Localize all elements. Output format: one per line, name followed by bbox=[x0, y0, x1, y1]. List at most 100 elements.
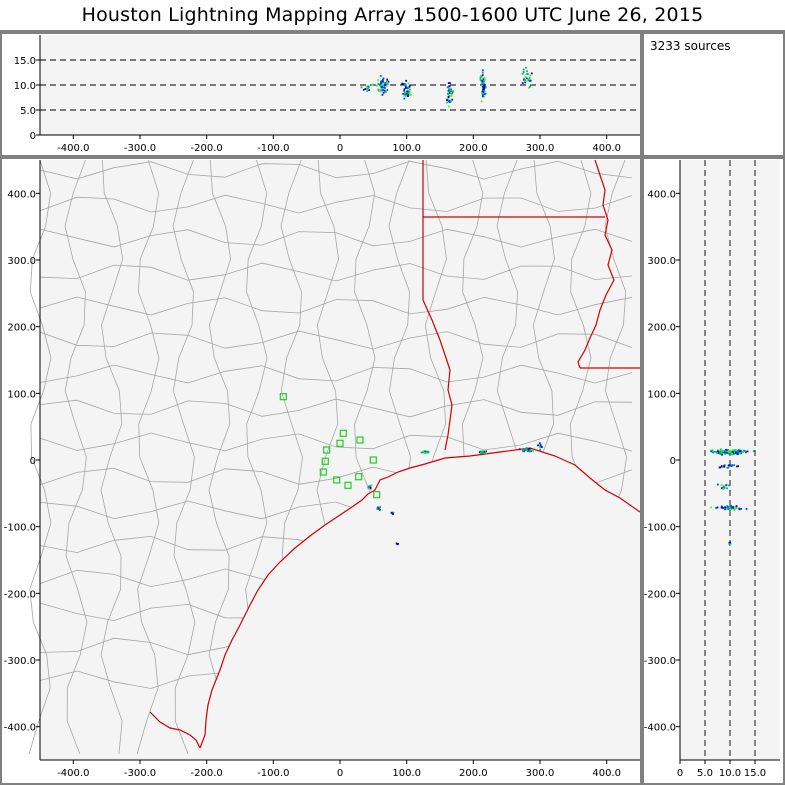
altitude-ew-source-point bbox=[482, 92, 485, 95]
altitude-ns-source-point bbox=[752, 450, 755, 452]
plan-view-source-point bbox=[541, 446, 543, 448]
altitude-ns-source-point bbox=[724, 450, 727, 452]
altitude-ew-source-point bbox=[528, 86, 530, 89]
altitude-ns-y-tick-label: -100.0 bbox=[644, 523, 676, 534]
altitude-ns-source-point bbox=[721, 466, 724, 468]
altitude-ns-source-point bbox=[726, 451, 729, 454]
altitude-ew-source-point bbox=[407, 87, 409, 90]
county-boundary-line bbox=[208, 159, 232, 755]
altitude-ew-source-point bbox=[409, 84, 411, 87]
altitude-ns-source-point bbox=[731, 449, 734, 451]
altitude-ew-source-point bbox=[524, 79, 526, 82]
altitude-ew-source-point bbox=[408, 86, 411, 88]
altitude-ew-source-point bbox=[379, 84, 381, 87]
plan-view-source-point bbox=[480, 451, 482, 453]
county-boundary-line bbox=[39, 296, 633, 316]
altitude-ew-source-point bbox=[405, 86, 408, 89]
plan-view-source-point bbox=[482, 451, 484, 454]
plan-view-y-tick-label: -300.0 bbox=[4, 656, 36, 667]
altitude-ns-source-point bbox=[725, 484, 728, 487]
altitude-ns-source-point bbox=[735, 449, 738, 452]
altitude-ns-source-point bbox=[728, 451, 730, 453]
county-boundary-line bbox=[39, 330, 633, 350]
plan-view-source-point bbox=[484, 450, 486, 453]
altitude-ew-source-point bbox=[446, 86, 449, 89]
county-boundary-line bbox=[64, 159, 88, 755]
altitude-ew-source-point bbox=[383, 84, 386, 87]
plan-view-y-tick-label: -100.0 bbox=[4, 523, 36, 534]
altitude-ew-source-point bbox=[362, 88, 365, 91]
altitude-ew-x-tick-label: 0 bbox=[337, 143, 343, 154]
altitude-ew-source-point bbox=[483, 93, 486, 96]
plan-view-source-point bbox=[527, 448, 530, 451]
altitude-ns-source-point bbox=[735, 505, 738, 507]
altitude-ew-source-point bbox=[530, 72, 533, 75]
county-boundaries bbox=[28, 159, 640, 760]
altitude-ew-source-point bbox=[401, 82, 404, 85]
altitude-ew-source-point bbox=[528, 79, 531, 82]
altitude-ns-x-tick-label: 0 bbox=[677, 768, 683, 779]
lma-station-marker bbox=[323, 446, 331, 454]
lma-station-marker bbox=[319, 468, 327, 476]
altitude-ew-x-tick-label: -300.0 bbox=[124, 143, 156, 154]
altitude-ew-source-point bbox=[524, 81, 527, 84]
altitude-ew-source-point bbox=[405, 94, 407, 97]
altitude-ns-source-point bbox=[724, 452, 726, 455]
altitude-ew-source-point bbox=[480, 75, 483, 78]
altitude-ew-source-point bbox=[479, 78, 482, 81]
altitude-ew-source-point bbox=[386, 78, 389, 81]
plan-view-source-point bbox=[525, 447, 528, 449]
altitude-ew-source-point bbox=[482, 82, 485, 85]
altitude-ns-source-point bbox=[720, 487, 723, 489]
altitude-ew-panel: -400.0 -300.0 -200.0 -100.0 0 100.0 200.0 300.0… bbox=[14, 35, 640, 154]
altitude-ew-source-point bbox=[483, 80, 485, 82]
county-boundary-line bbox=[100, 159, 124, 755]
altitude-ns-sources bbox=[709, 448, 755, 546]
altitude-ns-source-point bbox=[736, 465, 738, 468]
altitude-ew-source-point bbox=[447, 105, 450, 108]
plan-view-source-point bbox=[532, 450, 534, 452]
altitude-ns-y-tick-label: -200.0 bbox=[644, 589, 676, 600]
altitude-ew-source-point bbox=[449, 89, 452, 91]
altitude-ew-sources bbox=[360, 66, 533, 108]
plan-view-source-point bbox=[481, 449, 484, 452]
altitude-ew-source-point bbox=[408, 90, 411, 93]
altitude-ew-source-point bbox=[446, 101, 449, 104]
altitude-ew-source-point bbox=[447, 90, 450, 92]
altitude-ns-source-point bbox=[720, 506, 723, 509]
altitude-ew-source-point bbox=[528, 76, 531, 79]
altitude-ew-source-point bbox=[483, 88, 485, 91]
altitude-ns-y-tick-label: 100.0 bbox=[647, 389, 676, 400]
altitude-ns-source-point bbox=[723, 451, 726, 454]
altitude-ns-source-point bbox=[729, 541, 731, 544]
plan-view-source-point bbox=[539, 446, 541, 448]
plan-view-source-point bbox=[521, 450, 524, 452]
altitude-ew-source-point bbox=[450, 90, 452, 93]
altitude-ew-source-point bbox=[384, 81, 387, 84]
altitude-ns-source-point bbox=[712, 451, 715, 454]
altitude-ns-source-point bbox=[730, 464, 733, 467]
plan-view-x-tick-label: 100.0 bbox=[392, 768, 421, 779]
altitude-ew-source-point bbox=[364, 88, 367, 90]
altitude-ns-source-point bbox=[729, 507, 732, 510]
altitude-ns-source-point bbox=[719, 466, 722, 469]
altitude-ns-source-point bbox=[727, 464, 730, 467]
altitude-ew-source-point bbox=[481, 74, 484, 76]
plan-view-panel: -400.0 -300.0 -200.0 -100.0 0 100.0 200.0 300.0… bbox=[4, 159, 641, 779]
altitude-ew-source-point bbox=[521, 82, 524, 84]
altitude-ns-source-point bbox=[729, 506, 731, 509]
altitude-ns-source-point bbox=[709, 449, 712, 452]
altitude-ns-source-point bbox=[725, 506, 728, 509]
altitude-ns-source-point bbox=[737, 453, 739, 456]
plan-view-source-point bbox=[538, 442, 541, 444]
altitude-ns-source-point bbox=[716, 506, 719, 509]
altitude-ew-x-tick-label: 400.0 bbox=[592, 143, 621, 154]
altitude-ns-source-point bbox=[719, 452, 722, 455]
altitude-ew-source-point bbox=[481, 82, 484, 85]
altitude-ew-source-point bbox=[484, 86, 487, 89]
plan-view-source-point bbox=[424, 451, 427, 454]
altitude-ns-source-point bbox=[721, 453, 723, 456]
altitude-ns-source-point bbox=[717, 452, 720, 454]
lma-station-marker bbox=[356, 436, 364, 444]
altitude-ew-source-point bbox=[408, 92, 411, 95]
